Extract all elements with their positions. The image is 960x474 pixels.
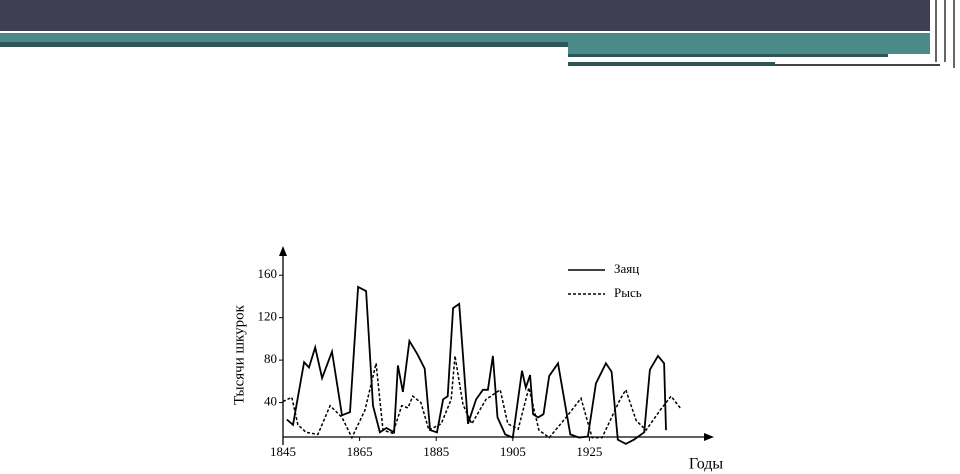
x-tick-label: 1885 <box>423 444 449 459</box>
y-axis-label: Тысячи шкурок <box>231 304 247 404</box>
header-stripe <box>775 64 940 66</box>
y-axis-arrow <box>279 246 287 256</box>
legend-label: Заяц <box>614 261 639 276</box>
y-tick-label: 120 <box>258 309 278 324</box>
data-line <box>286 285 667 445</box>
x-tick-label: 1905 <box>500 444 526 459</box>
x-axis-label: Годы <box>689 456 724 473</box>
x-tick-label: 1925 <box>576 444 602 459</box>
header-bar <box>0 0 930 31</box>
x-axis-arrow <box>704 433 714 441</box>
y-tick-label: 40 <box>264 394 277 409</box>
header-stripe <box>0 33 568 42</box>
y-tick-label: 160 <box>258 266 278 281</box>
x-tick-label: 1865 <box>347 444 373 459</box>
legend-label: Рысь <box>614 285 642 300</box>
header-stripe <box>0 42 568 47</box>
header-stripe <box>568 33 930 54</box>
x-tick-label: 1845 <box>270 444 296 459</box>
header-stripe <box>568 54 888 57</box>
y-tick-label: 80 <box>264 351 277 366</box>
header-stripe <box>568 62 775 66</box>
data-line <box>282 355 681 440</box>
